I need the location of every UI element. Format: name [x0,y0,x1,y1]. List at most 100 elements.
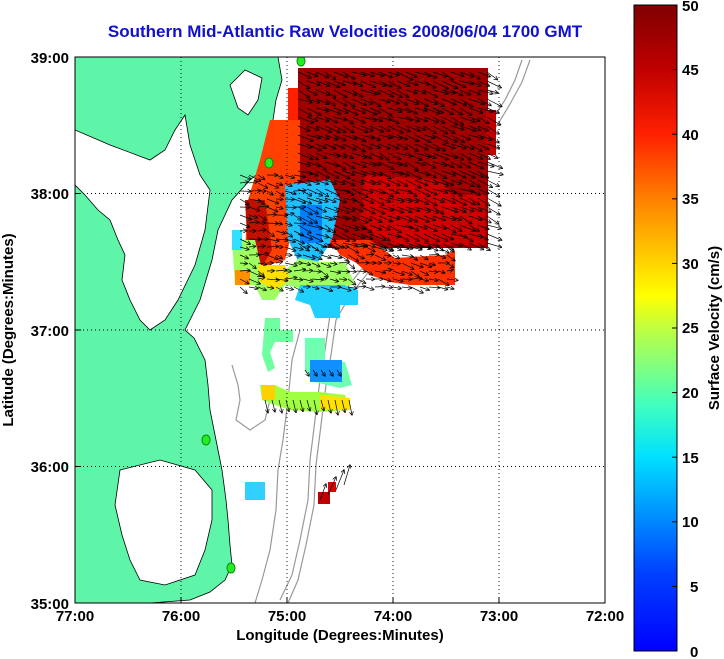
velocity-arrow [450,89,463,95]
velocity-arrow [369,188,385,193]
velocity-arrow [450,125,464,129]
velocity-arrow [315,134,329,139]
velocity-arrow [374,246,387,250]
velocity-arrow [320,245,331,247]
velocity-arrow [419,286,429,290]
velocity-arrow [423,116,438,122]
velocity-arrow [351,161,366,167]
velocity-arrow [327,399,331,413]
velocity-arrow [342,206,355,211]
velocity-arrow [486,152,498,158]
velocity-arrow [414,89,425,93]
velocity-arrow [293,286,303,292]
velocity-arrow [284,213,294,215]
velocity-arrow [351,71,366,75]
velocity-arrow [414,233,428,242]
velocity-arrow [405,215,417,222]
velocity-arrow [387,134,402,138]
velocity-arrow [248,206,260,211]
velocity-arrow [338,262,349,263]
velocity-arrow [468,134,483,138]
velocity-arrow [387,188,399,193]
velocity-arrow [327,477,336,496]
velocity-arrow [360,233,372,239]
velocity-arrow [324,98,335,106]
velocity-arrow [356,254,364,259]
velocity-arrow [284,190,296,194]
velocity-arrow [275,207,283,208]
velocity-arrow [477,71,490,77]
velocity-arrow [387,179,400,186]
velocity-arrow [378,80,392,86]
velocity-arrow [306,80,320,85]
velocity-arrow [410,278,422,279]
velocity-arrow [432,224,446,229]
velocity-arrow [360,143,372,149]
colorbar-tick-label: 10 [682,514,699,531]
velocity-arrow [432,125,448,134]
velocity-arrow [468,116,480,121]
colorbar-tick-label: 45 [682,62,699,79]
velocity-arrow [360,242,375,247]
velocity-arrow [304,369,309,376]
velocity-arrow [441,125,455,133]
velocity-arrow [486,89,498,93]
velocity-arrow [342,152,353,158]
velocity-arrow [441,161,454,167]
velocity-arrow [239,214,252,220]
x-tick-label: 77:00 [56,608,94,625]
velocity-arrow [369,215,382,222]
velocity-arrow [477,107,493,112]
velocity-arrow [333,170,350,178]
velocity-arrow [441,89,455,93]
velocity-arrow [477,134,492,140]
velocity-arrow [468,71,480,79]
velocity-arrow [293,214,301,220]
velocity-arrow [342,143,356,150]
velocity-arrow [369,197,384,205]
y-tick-label: 37:00 [31,323,69,340]
velocity-arrow [329,263,337,264]
velocity-arrow [341,399,345,412]
velocity-arrow [428,287,440,288]
velocity-arrow [266,287,274,288]
velocity-arrow [414,98,428,107]
velocity-arrow [468,125,480,130]
velocity-arrow [432,179,448,186]
velocity-arrow [441,215,456,220]
velocity-arrow [405,197,419,202]
velocity-arrow [405,206,419,211]
radar-stations [201,57,306,574]
velocity-arrow [320,278,327,279]
velocity-arrow [419,254,428,260]
velocity-arrow [405,179,421,188]
velocity-arrow [468,242,484,249]
velocity-arrow [387,71,399,75]
velocity-arrow [459,152,471,160]
velocity-arrow [414,215,429,222]
velocity-arrow [441,233,453,240]
velocity-arrow [306,179,319,184]
colorbar-label: Surface Velocity (cm/s) [706,246,723,410]
velocity-arrow [401,262,414,269]
velocity-arrow [360,179,375,184]
velocity-arrow [315,89,330,95]
velocity-arrow [333,143,344,148]
x-tick-label: 74:00 [374,608,412,625]
velocity-arrow [387,80,401,88]
y-tick-labels: 39:00 38:00 37:00 36:00 35:00 [31,50,69,613]
velocity-arrow [369,242,386,248]
velocity-arrow [351,125,368,132]
velocity-arrow [414,188,430,196]
velocity-arrow [486,143,500,148]
velocity-arrow [313,399,317,414]
velocity-arrow [423,161,435,168]
velocity-arrow [324,206,338,212]
velocity-arrow [369,170,382,175]
velocity-arrow [351,116,365,123]
velocity-arrow [351,98,366,105]
velocity-arrow [306,224,322,229]
velocity-arrow [459,116,475,122]
velocity-arrow [293,223,306,224]
velocity-arrow [248,199,261,201]
